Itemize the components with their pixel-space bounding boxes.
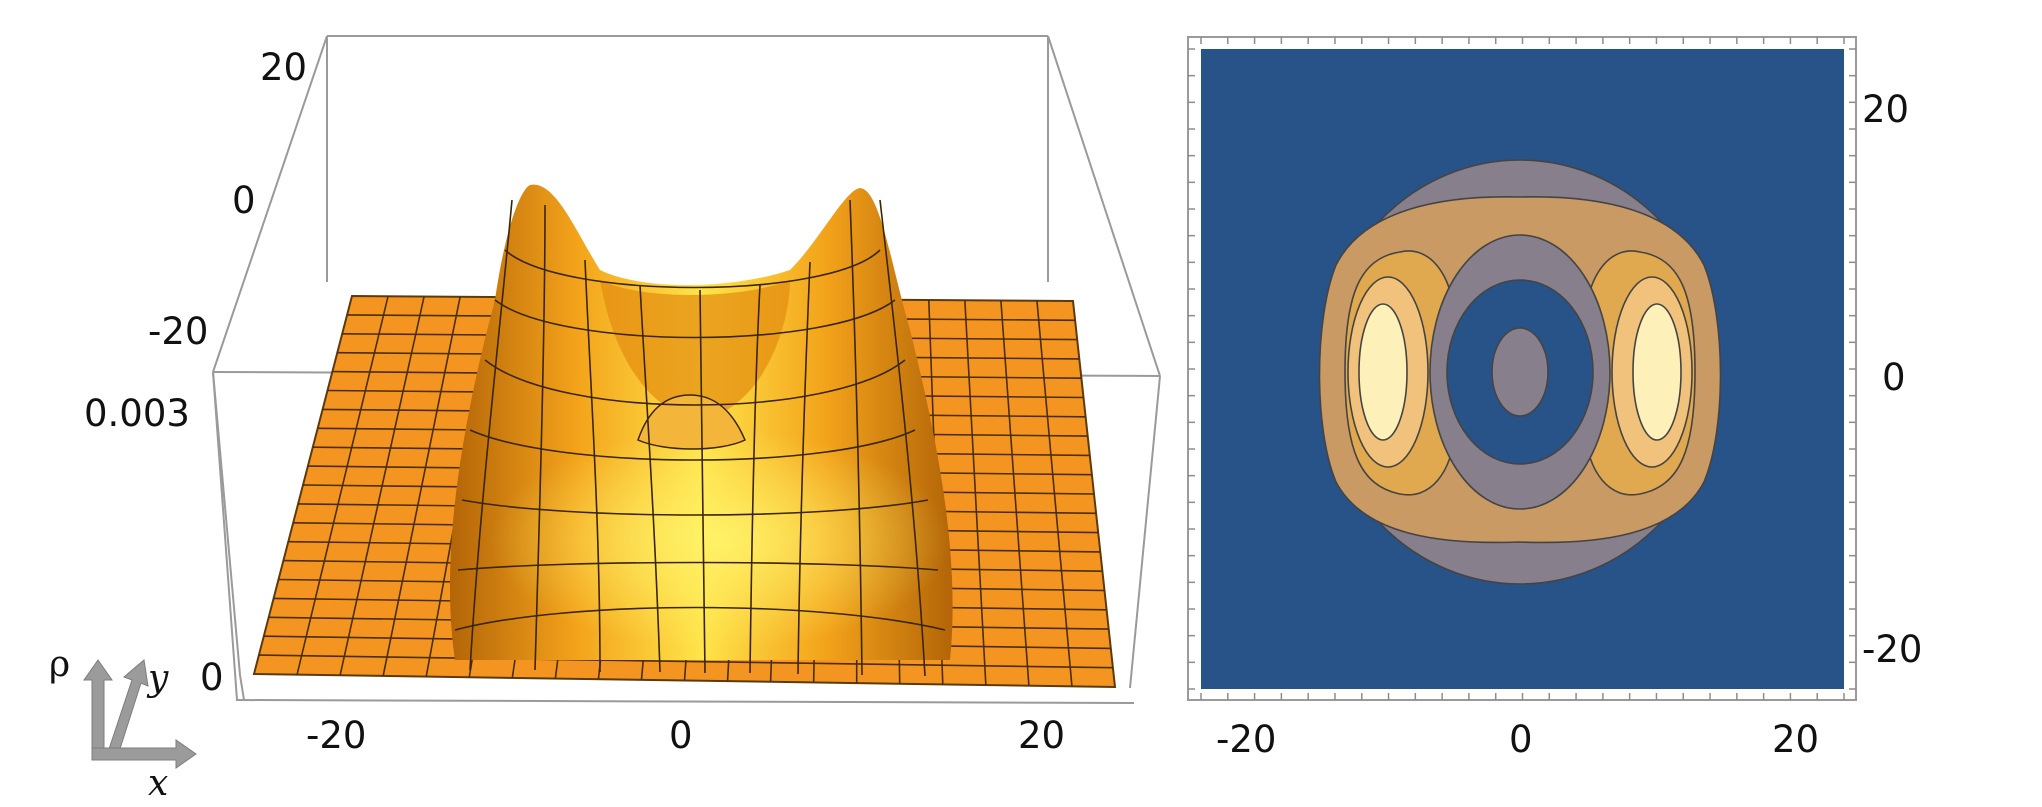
x-axis-line: [235, 699, 1135, 704]
mesh-line: [454, 606, 946, 631]
x-tick-label: -20: [306, 714, 366, 757]
x-tick-label: 20: [1018, 714, 1065, 757]
surface-highlight: [490, 430, 950, 650]
z-tick-label: 0: [200, 656, 224, 699]
contour-level-5-left: [1358, 303, 1408, 441]
y-tick-label: 0: [1882, 356, 1906, 399]
mesh-line: [849, 199, 863, 676]
contour-ticks: [1188, 37, 1856, 700]
y-arrow: [107, 659, 149, 756]
mesh-line: [469, 429, 916, 461]
surface-dip: [600, 280, 790, 420]
x-label: x: [148, 763, 168, 804]
z-tick-label: 0.003: [84, 392, 190, 435]
mesh-line: [469, 199, 513, 671]
grid-line: [1000, 300, 1030, 686]
contour-level-5-right: [1632, 303, 1682, 441]
grid-line: [964, 300, 987, 686]
contour-center: [1491, 327, 1549, 417]
surface-mesh: [454, 199, 946, 677]
mesh-line: [584, 259, 601, 673]
z-axis-line: [212, 371, 238, 701]
y-tick-label: 20: [260, 46, 307, 89]
mesh-line: [457, 561, 939, 571]
contour-panel: -20 0 20 20 0 -20: [1187, 36, 1922, 761]
mesh-line: [879, 199, 926, 677]
mesh-line: [534, 204, 546, 671]
mesh-line: [797, 261, 811, 675]
y-label: y: [146, 658, 169, 699]
mesh-line: [639, 284, 661, 673]
surface-panel: 20 0 -20 0.003 0 -20 0 20: [84, 35, 1161, 757]
rho-arrow: [83, 659, 113, 761]
x-arrow: [91, 739, 197, 769]
y-tick-label: 0: [232, 179, 256, 222]
y-tick-label: 20: [1862, 88, 1909, 131]
mesh-line: [749, 284, 761, 674]
y-tick-label: -20: [1862, 628, 1922, 671]
surface-central-bump: [637, 394, 746, 450]
y-tick-label: -20: [148, 310, 208, 353]
rho-label: ρ: [49, 644, 70, 685]
mesh-line: [504, 249, 881, 289]
mesh-line: [461, 499, 929, 516]
mesh-line: [494, 299, 896, 339]
x-tick-label: -20: [1216, 718, 1276, 761]
x-tick-label: 0: [669, 714, 693, 757]
x-tick-label: 0: [1509, 718, 1533, 761]
x-tick-label: 20: [1772, 718, 1819, 761]
contour-levels: [1318, 159, 1722, 585]
mesh-line: [484, 359, 906, 406]
grid-line: [258, 654, 1113, 669]
grid-line: [1036, 300, 1073, 687]
orientation-indicator: ρ y x: [49, 644, 197, 804]
